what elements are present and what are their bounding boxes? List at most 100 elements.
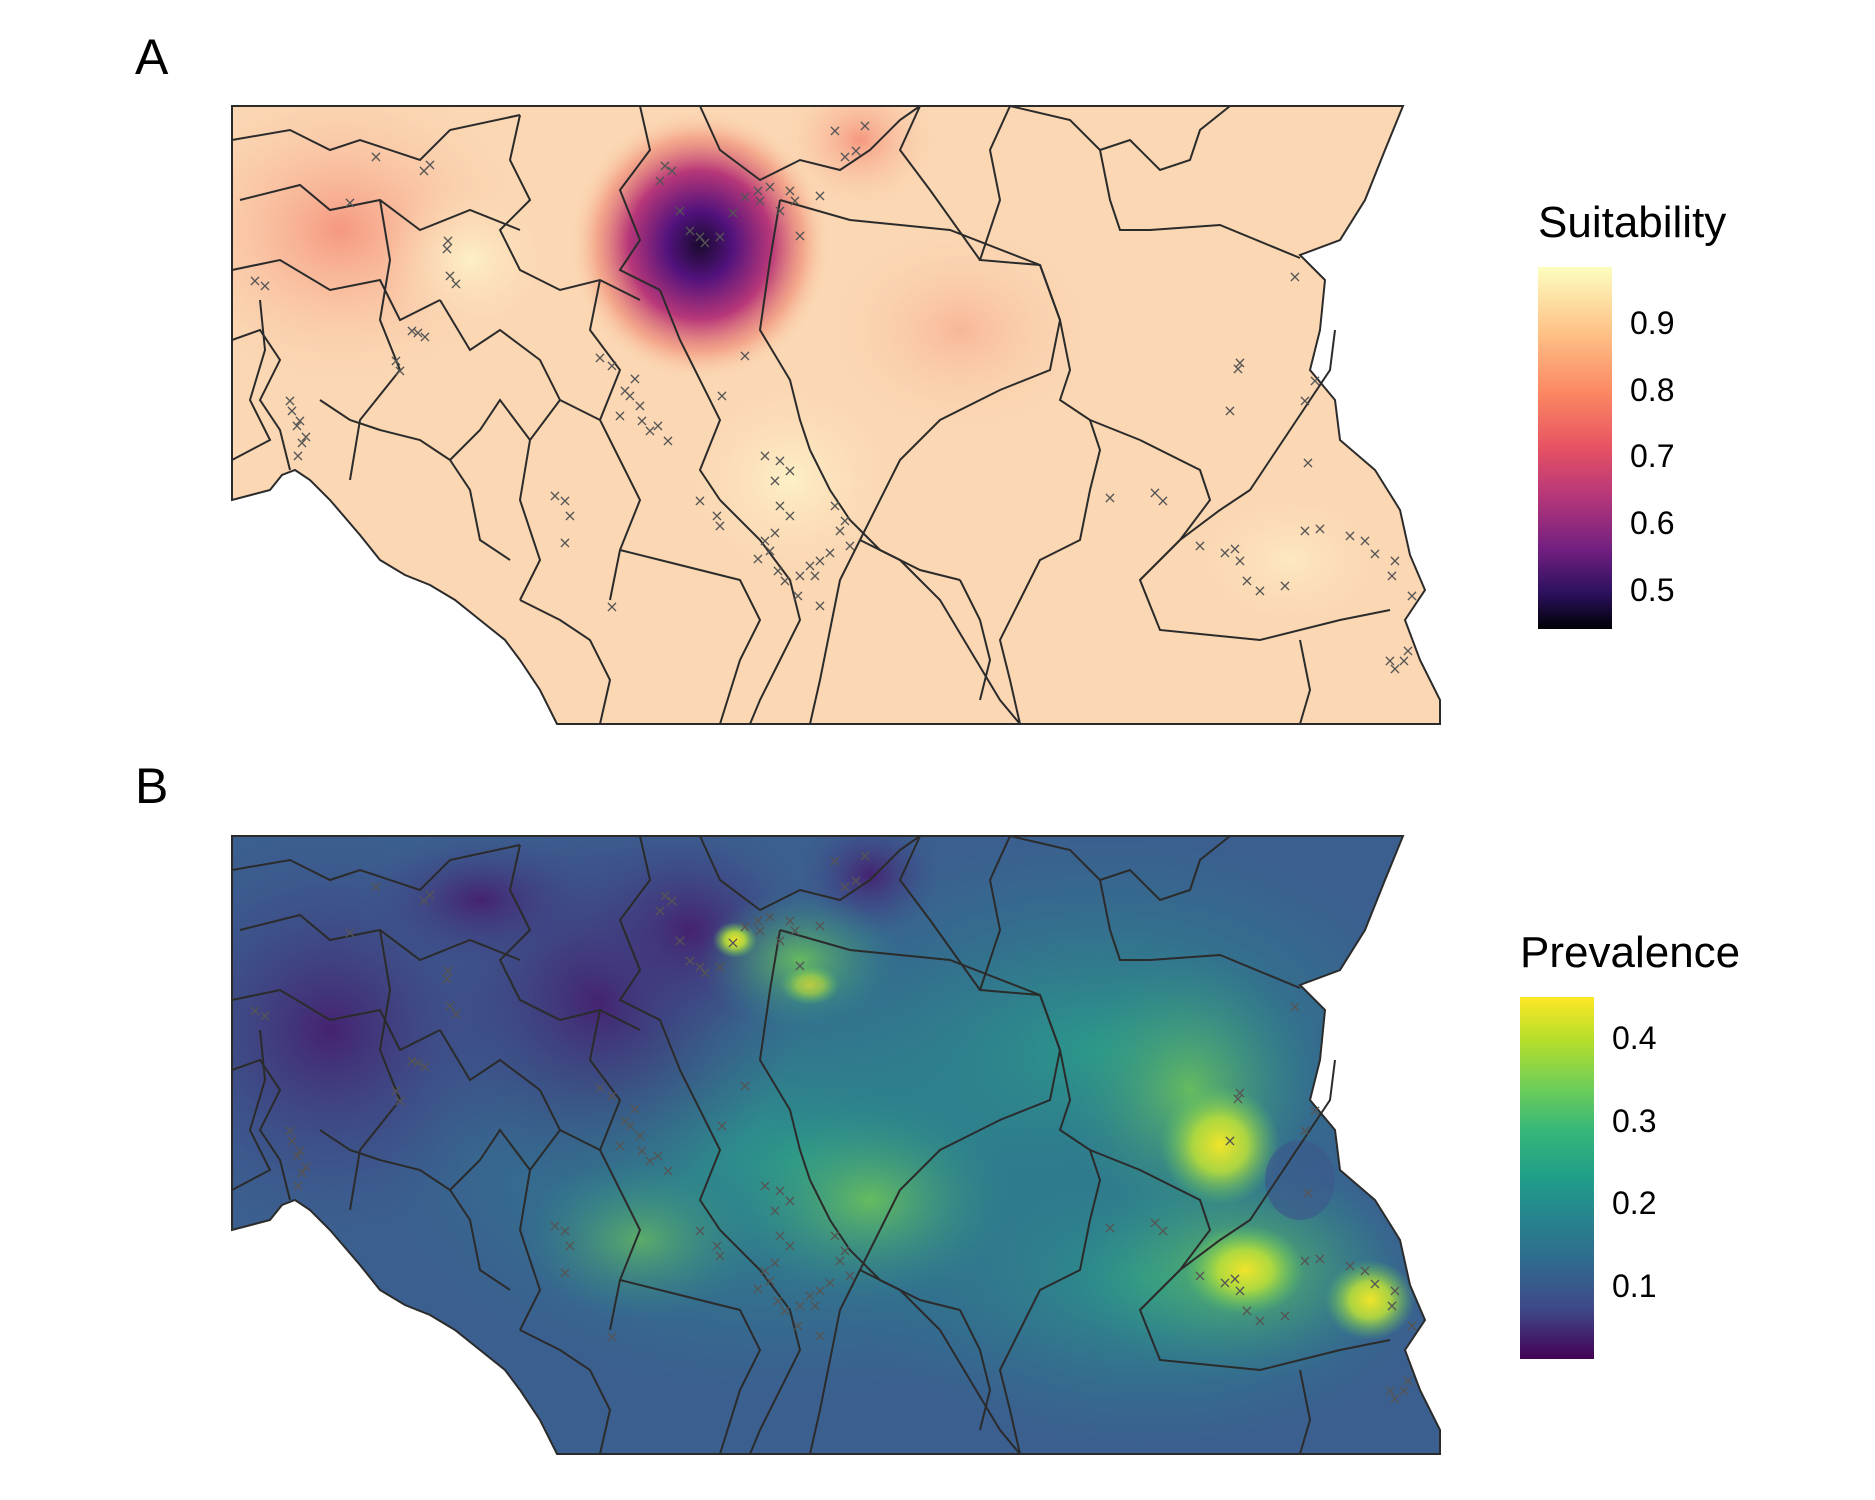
survey-site-marker: × <box>618 381 631 400</box>
panel-b-legend-tick: 0.2 <box>1612 1185 1657 1221</box>
survey-site-marker: × <box>1388 659 1401 678</box>
survey-site-marker: × <box>613 406 626 425</box>
survey-site-marker: × <box>793 566 806 585</box>
survey-site-marker: × <box>1223 401 1236 420</box>
survey-site-marker: × <box>753 921 766 940</box>
survey-site-marker: × <box>751 181 764 200</box>
panel-b-survey-markers: × ×××××××××××××××× ××× ××××××××× ×××××××××××… <box>248 846 1418 1408</box>
survey-site-marker: × <box>1103 488 1116 507</box>
survey-site-marker: × <box>411 1053 424 1072</box>
survey-site-marker: × <box>1405 586 1418 605</box>
survey-site-marker: × <box>558 533 571 552</box>
survey-site-marker: × <box>1401 1371 1414 1390</box>
survey-site-marker: × <box>558 1263 571 1282</box>
survey-site-marker: × <box>828 121 841 140</box>
survey-site-marker: × <box>808 566 821 585</box>
survey-site-marker: × <box>783 1191 796 1210</box>
survey-site-marker: × <box>773 451 786 470</box>
survey-site-marker: × <box>1301 453 1314 472</box>
survey-site-marker: × <box>258 276 271 295</box>
survey-site-marker: × <box>623 386 636 405</box>
survey-site-marker: × <box>558 1221 571 1240</box>
survey-site-marker: × <box>411 323 424 342</box>
survey-site-marker: × <box>369 877 382 896</box>
survey-site-marker: × <box>771 561 784 580</box>
survey-site-marker: × <box>1103 1218 1116 1237</box>
survey-site-marker: × <box>1301 1183 1314 1202</box>
survey-site-marker: × <box>1228 1269 1241 1288</box>
survey-site-marker: × <box>808 1296 821 1315</box>
survey-site-marker: × <box>443 996 456 1015</box>
survey-site-marker: × <box>763 1271 776 1290</box>
survey-site-marker: × <box>763 907 776 926</box>
survey-site-marker: × <box>293 411 306 430</box>
survey-site-marker: × <box>418 327 431 346</box>
survey-site-marker: × <box>440 239 453 258</box>
survey-site-marker: × <box>389 1081 402 1100</box>
survey-site-marker: × <box>693 227 706 246</box>
survey-site-marker: × <box>1368 1274 1381 1293</box>
survey-site-marker: × <box>658 156 671 175</box>
survey-site-marker: × <box>793 226 806 245</box>
survey-site-marker: × <box>369 147 382 166</box>
survey-site-marker: × <box>693 491 706 510</box>
survey-site-marker: × <box>683 221 696 240</box>
survey-site-marker: × <box>673 931 686 950</box>
survey-site-marker: × <box>1313 519 1326 538</box>
survey-site-marker: × <box>295 1163 308 1182</box>
survey-site-marker: × <box>605 597 618 616</box>
survey-site-marker: × <box>1388 1281 1401 1300</box>
survey-site-marker: × <box>858 846 871 865</box>
survey-site-marker: × <box>783 1236 796 1255</box>
survey-site-marker: × <box>1397 651 1410 670</box>
survey-site-marker: × <box>291 1176 304 1195</box>
survey-site-marker: × <box>548 486 561 505</box>
survey-site-marker: × <box>738 346 751 365</box>
survey-site-marker: × <box>1383 1381 1396 1400</box>
survey-site-marker: × <box>417 161 430 180</box>
survey-site-marker: × <box>813 186 826 205</box>
survey-site-marker: × <box>283 1121 296 1140</box>
survey-site-marker: × <box>1233 1083 1246 1102</box>
survey-site-marker: × <box>1298 1121 1311 1140</box>
survey-site-marker: × <box>803 1286 816 1305</box>
survey-site-marker: × <box>643 1151 656 1170</box>
survey-site-marker: × <box>738 917 751 936</box>
survey-site-marker: × <box>813 1326 826 1345</box>
survey-site-marker: × <box>418 1057 431 1076</box>
survey-site-marker: × <box>443 266 456 285</box>
survey-site-marker: × <box>713 957 726 976</box>
survey-site-marker: × <box>1148 1213 1161 1232</box>
survey-site-marker: × <box>548 1216 561 1235</box>
survey-site-marker: × <box>449 1004 462 1023</box>
survey-site-marker: × <box>1231 1089 1244 1108</box>
survey-site-marker: × <box>628 1099 641 1118</box>
survey-site-marker: × <box>661 431 674 450</box>
survey-site-marker: × <box>1218 1273 1231 1292</box>
survey-site-marker: × <box>783 911 796 930</box>
survey-site-marker: × <box>1401 641 1414 660</box>
survey-site-marker: × <box>405 1051 418 1070</box>
survey-site-marker: × <box>783 181 796 200</box>
survey-site-marker: × <box>768 523 781 542</box>
survey-site-marker: × <box>635 411 648 430</box>
survey-site-marker: × <box>823 543 836 562</box>
survey-site-marker: × <box>813 916 826 935</box>
survey-site-marker: × <box>1253 581 1266 600</box>
survey-site-marker: × <box>1388 551 1401 570</box>
survey-site-marker: × <box>623 1116 636 1135</box>
survey-site-marker: × <box>1405 1316 1418 1335</box>
survey-site-marker: × <box>773 931 786 950</box>
survey-site-marker: × <box>758 1176 771 1195</box>
survey-site-marker: × <box>558 491 571 510</box>
survey-site-marker: × <box>633 396 646 415</box>
survey-site-marker: × <box>1240 571 1253 590</box>
survey-site-marker: × <box>773 201 786 220</box>
survey-site-marker: × <box>295 433 308 452</box>
survey-site-marker: × <box>1298 521 1311 540</box>
survey-site-marker: × <box>290 1146 303 1165</box>
survey-site-marker: × <box>788 191 801 210</box>
survey-site-marker: × <box>726 933 739 952</box>
survey-site-marker: × <box>343 193 356 212</box>
